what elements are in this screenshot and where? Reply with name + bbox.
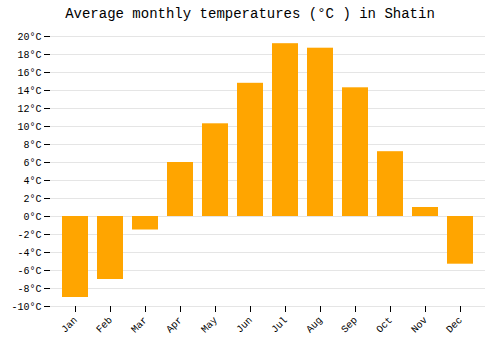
svg-text:-6°C: -6°C [17, 266, 41, 277]
svg-text:18°C: 18°C [17, 50, 41, 61]
svg-text:10°C: 10°C [17, 122, 41, 133]
svg-text:-8°C: -8°C [17, 284, 41, 295]
svg-text:Jun: Jun [234, 315, 255, 336]
svg-text:-2°C: -2°C [17, 230, 41, 241]
svg-text:Dec: Dec [444, 315, 465, 336]
svg-text:Jan: Jan [59, 315, 80, 336]
svg-text:0°C: 0°C [23, 212, 41, 223]
svg-text:8°C: 8°C [23, 140, 41, 151]
svg-text:Aug: Aug [304, 315, 325, 336]
svg-text:16°C: 16°C [17, 68, 41, 79]
svg-text:Apr: Apr [164, 315, 185, 336]
html-text:Average monthly temperatures (: Average monthly temperatures (°C ) in Sh… [65, 6, 435, 22]
svg-text:Sep: Sep [339, 315, 360, 336]
svg-text:-10°C: -10°C [11, 302, 41, 313]
svg-text:12°C: 12°C [17, 104, 41, 115]
svg-text:14°C: 14°C [17, 86, 41, 97]
svg-text:4°C: 4°C [23, 176, 41, 187]
svg-text:May: May [199, 315, 220, 336]
svg-text:Oct: Oct [374, 315, 395, 336]
svg-text:Nov: Nov [409, 315, 430, 336]
svg-text:Feb: Feb [94, 315, 115, 336]
svg-text:Mar: Mar [129, 315, 150, 336]
svg-text:-4°C: -4°C [17, 248, 41, 259]
svg-text:20°C: 20°C [17, 32, 41, 43]
svg-text:Jul: Jul [269, 315, 290, 336]
svg-text:6°C: 6°C [23, 158, 41, 169]
svg-text:2°C: 2°C [23, 194, 41, 205]
